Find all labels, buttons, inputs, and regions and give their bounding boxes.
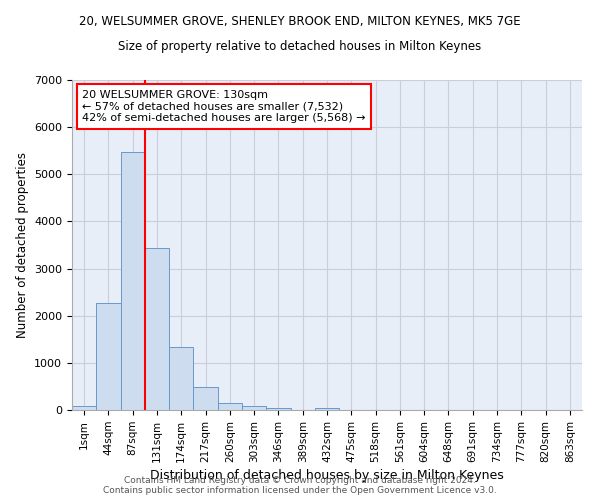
Bar (121, 152, 145, 410)
Bar (315, 408, 339, 410)
Bar (242, 406, 266, 410)
Bar (72, 406, 96, 410)
Text: Contains HM Land Registry data © Crown copyright and database right 2024.
Contai: Contains HM Land Registry data © Crown c… (103, 476, 497, 495)
Bar (266, 408, 290, 410)
Bar (96, 302, 121, 410)
Bar (169, 347, 193, 410)
Bar (145, 248, 169, 410)
Bar (218, 403, 242, 410)
Text: Size of property relative to detached houses in Milton Keynes: Size of property relative to detached ho… (118, 40, 482, 53)
Bar (193, 388, 218, 410)
Text: 20 WELSUMMER GROVE: 130sqm
← 57% of detached houses are smaller (7,532)
42% of s: 20 WELSUMMER GROVE: 130sqm ← 57% of deta… (82, 90, 366, 123)
Y-axis label: Number of detached properties: Number of detached properties (16, 152, 29, 338)
Text: 20, WELSUMMER GROVE, SHENLEY BROOK END, MILTON KEYNES, MK5 7GE: 20, WELSUMMER GROVE, SHENLEY BROOK END, … (79, 15, 521, 28)
X-axis label: Distribution of detached houses by size in Milton Keynes: Distribution of detached houses by size … (150, 469, 504, 482)
